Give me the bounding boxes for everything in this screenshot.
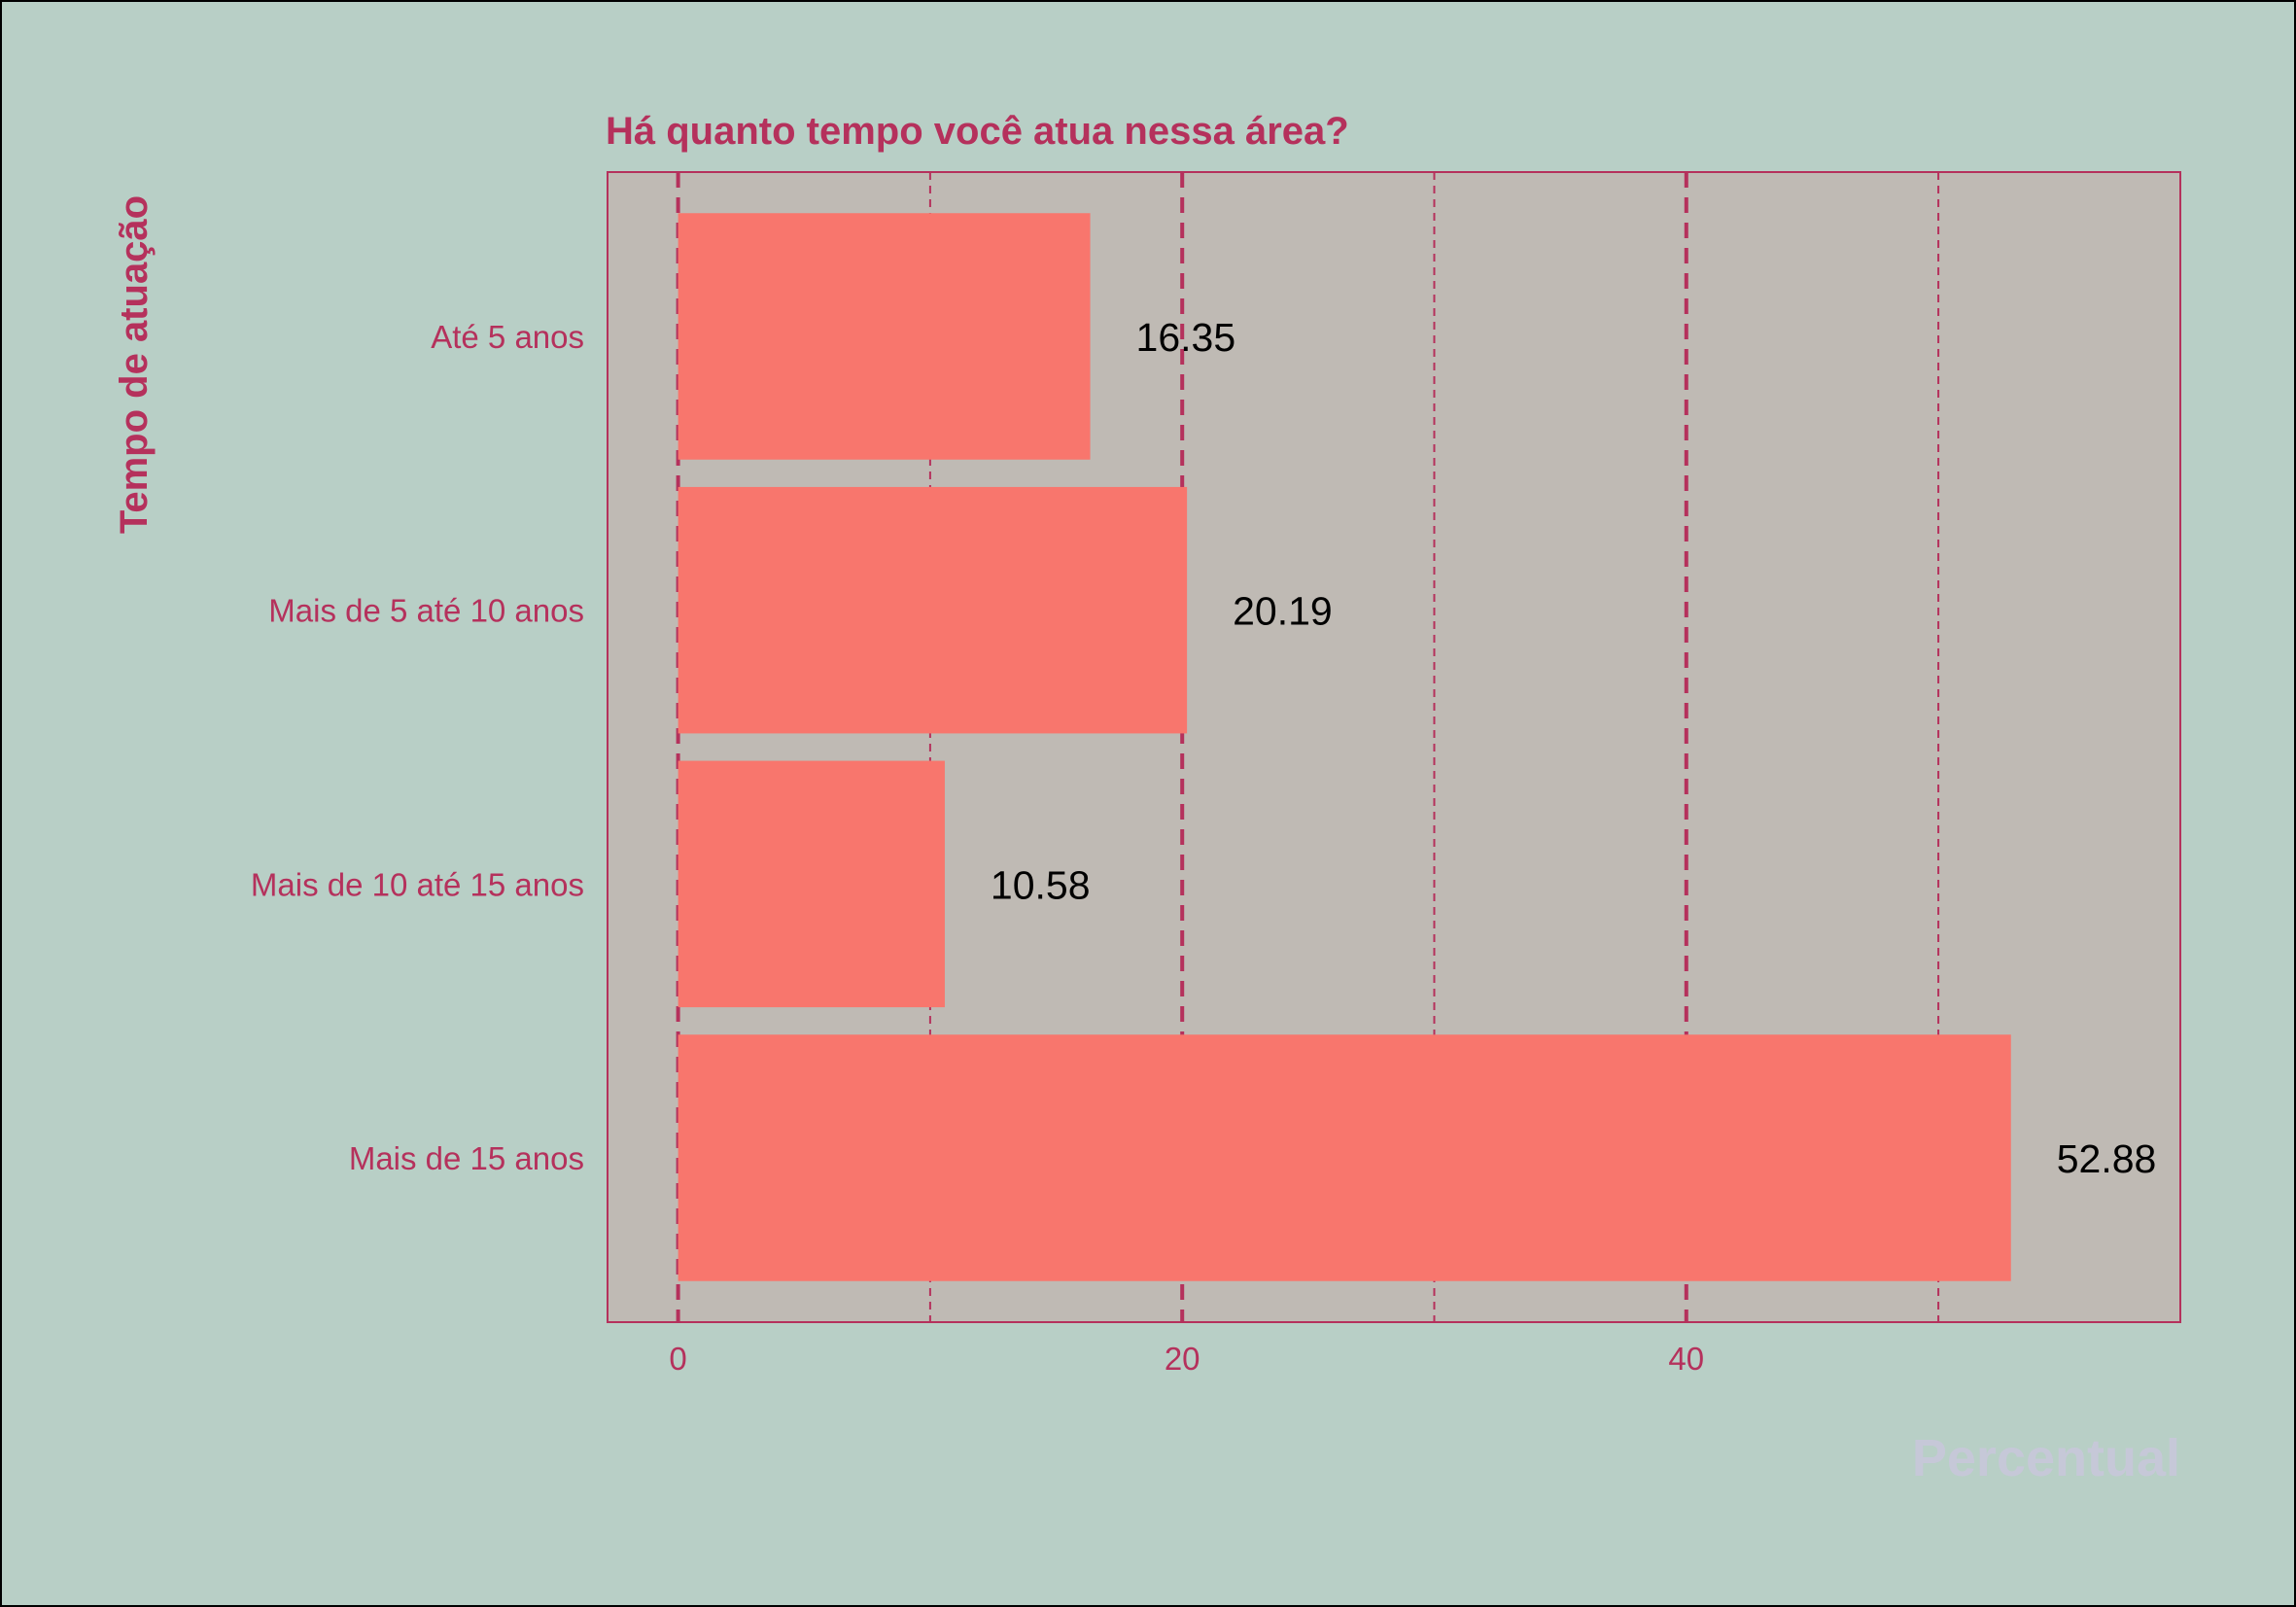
value-labels: 16.35 20.19 10.58 52.88 (991, 315, 2156, 1181)
bar-value-label: 20.19 (1233, 589, 1333, 634)
bar (678, 213, 1091, 460)
chart-title: Há quanto tempo você atua nessa área? (606, 110, 1349, 153)
bar-value-label: 16.35 (1136, 315, 1236, 360)
x-axis-title: Percentual (1912, 1429, 2180, 1487)
y-axis-tick-labels: Até 5 anos Mais de 5 até 10 anos Mais de 1… (251, 319, 584, 1176)
bar (678, 486, 1188, 734)
bar-value-label: 52.88 (2057, 1136, 2157, 1181)
bar (678, 1034, 2011, 1281)
x-tick-label: 40 (1668, 1341, 1704, 1377)
bar-value-label: 10.58 (991, 862, 1091, 907)
y-tick-label: Mais de 15 anos (349, 1140, 584, 1176)
bars (678, 213, 2011, 1281)
y-tick-label: Até 5 anos (431, 319, 584, 355)
y-tick-label: Mais de 5 até 10 anos (268, 593, 584, 629)
x-axis-tick-labels: 0 20 40 (669, 1341, 1704, 1377)
bar (678, 760, 945, 1008)
y-tick-label: Mais de 10 até 15 anos (251, 866, 584, 902)
x-tick-label: 20 (1165, 1341, 1200, 1377)
y-axis-title: Tempo de atuação (113, 195, 156, 534)
x-tick-label: 0 (669, 1341, 686, 1377)
